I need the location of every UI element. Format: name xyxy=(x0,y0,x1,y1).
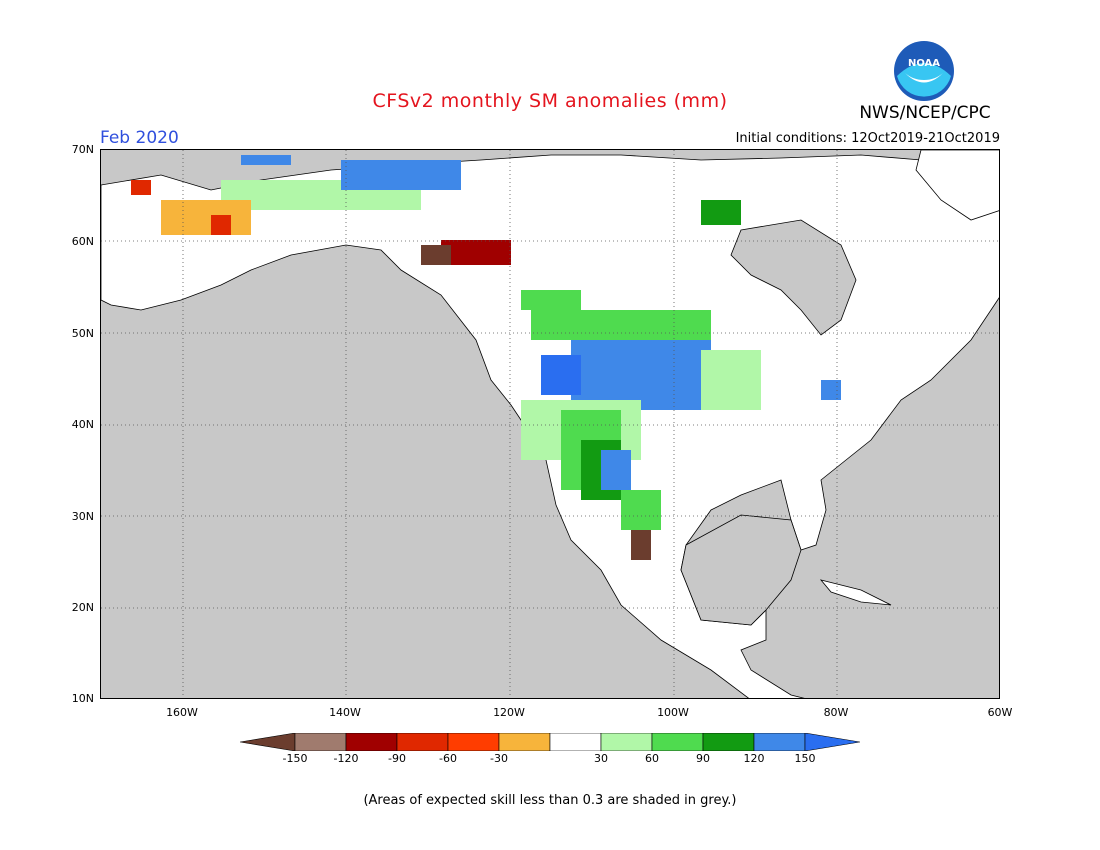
agency-label: NWS/NCEP/CPC xyxy=(859,103,991,123)
hudson-bay xyxy=(730,219,857,336)
map-panel xyxy=(100,149,1000,699)
colorbar-box xyxy=(294,733,347,751)
lon-label: 140W xyxy=(329,706,361,719)
colorbar-box xyxy=(498,733,551,751)
lat-label: 10N xyxy=(71,692,94,705)
lon-label: 80W xyxy=(823,706,849,719)
colorbar-label: -60 xyxy=(439,752,457,765)
colorbar-label: 120 xyxy=(743,752,765,765)
valid-month: Feb 2020 xyxy=(100,128,179,148)
logo-text: NOAA xyxy=(908,58,940,69)
colorbar-label: 90 xyxy=(696,752,710,765)
lon-label: 100W xyxy=(657,706,689,719)
colorbar xyxy=(240,733,860,751)
colorbar-box xyxy=(702,733,755,751)
gulf-of-mexico xyxy=(680,514,802,626)
anomaly-wet-150 xyxy=(571,335,711,410)
lon-label: 120W xyxy=(493,706,525,719)
map-svg xyxy=(101,150,999,698)
colorbar-box xyxy=(396,733,449,751)
colorbar-cap-low xyxy=(240,733,296,751)
greenland xyxy=(915,150,999,221)
colorbar-box xyxy=(345,733,398,751)
lon-label: 160W xyxy=(166,706,198,719)
lat-label: 40N xyxy=(71,418,94,431)
lat-label: 20N xyxy=(71,601,94,614)
colorbar-label: -150 xyxy=(282,752,308,765)
colorbar-cap-high xyxy=(804,733,860,751)
colorbar-box xyxy=(600,733,653,751)
lat-label: 30N xyxy=(71,510,94,523)
footnote: (Areas of expected skill less than 0.3 a… xyxy=(363,793,737,808)
lat-label: 60N xyxy=(71,235,94,248)
lon-label: 60W xyxy=(987,706,1013,719)
lat-label: 50N xyxy=(71,327,94,340)
colorbar-label: 30 xyxy=(594,752,608,765)
chart-title: CFSv2 monthly SM anomalies (mm) xyxy=(372,90,728,112)
colorbar-label: -120 xyxy=(333,752,359,765)
initial-conditions: Initial conditions: 12Oct2019-21Oct2019 xyxy=(735,131,1000,146)
noaa-logo: NOAA xyxy=(894,41,954,101)
colorbar-label: -90 xyxy=(388,752,406,765)
anomaly-patches xyxy=(131,155,841,560)
colorbar-box xyxy=(753,733,806,751)
colorbar-label: -30 xyxy=(490,752,508,765)
colorbar-box xyxy=(549,733,602,751)
colorbar-label: 60 xyxy=(645,752,659,765)
colorbar-box xyxy=(447,733,500,751)
colorbar-label: 150 xyxy=(794,752,816,765)
cuba xyxy=(819,579,892,606)
lat-label: 70N xyxy=(71,143,94,156)
colorbar-box xyxy=(651,733,704,751)
